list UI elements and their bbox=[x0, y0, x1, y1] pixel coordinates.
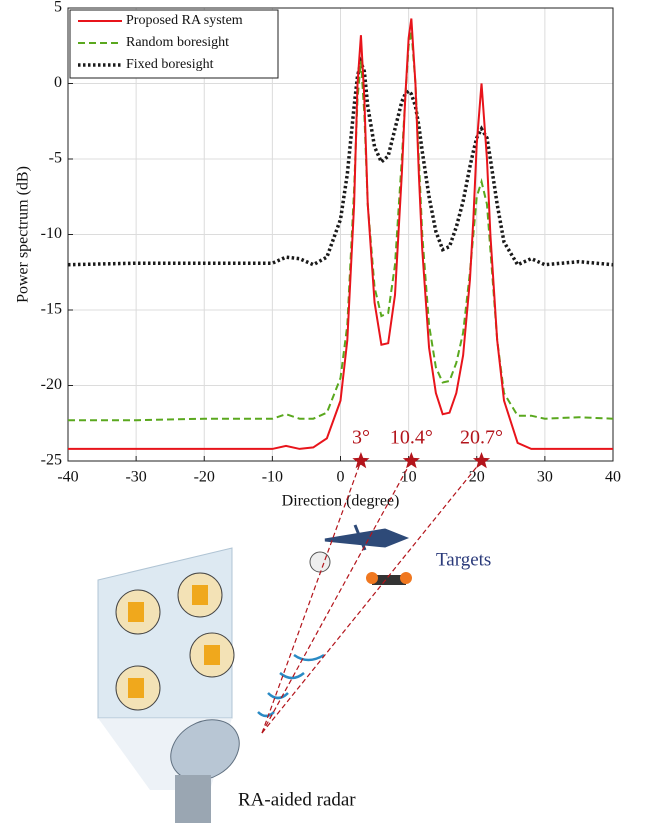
x-tick-label: -20 bbox=[194, 469, 215, 486]
ra-patch bbox=[128, 602, 144, 622]
radar-waves bbox=[257, 653, 325, 718]
drone bbox=[372, 575, 406, 585]
target-star bbox=[472, 452, 491, 469]
x-tick-label: 40 bbox=[605, 469, 621, 486]
y-tick-label: -20 bbox=[41, 376, 62, 393]
x-tick-label: 20 bbox=[469, 469, 485, 486]
y-axis-label: Power spectrum (dB) bbox=[15, 166, 32, 303]
illustration bbox=[97, 524, 412, 823]
x-tick-label: -10 bbox=[262, 469, 283, 486]
x-tick-label: -30 bbox=[125, 469, 146, 486]
y-tick-label: -5 bbox=[49, 150, 62, 167]
target-star bbox=[402, 452, 420, 469]
legend-label: Fixed boresight bbox=[126, 57, 214, 72]
target-label: 3° bbox=[352, 427, 370, 449]
x-axis-label: Direction (degree) bbox=[282, 493, 400, 510]
x-tick-label: -40 bbox=[57, 469, 78, 486]
ra-patch bbox=[128, 678, 144, 698]
radar-dish bbox=[170, 719, 240, 781]
target-label: 20.7° bbox=[460, 427, 503, 449]
target-ray bbox=[261, 460, 482, 734]
ra-patch bbox=[192, 585, 208, 605]
radar-base bbox=[175, 775, 211, 823]
drone bbox=[309, 551, 331, 573]
ra-patch bbox=[204, 645, 220, 665]
target-ray bbox=[261, 460, 362, 734]
target-star bbox=[352, 452, 370, 469]
y-tick-label: 5 bbox=[54, 0, 62, 16]
radar-label: RA-aided radar bbox=[238, 789, 356, 810]
plot-frame bbox=[67, 7, 614, 462]
targets-label: Targets bbox=[436, 549, 491, 570]
target-ray bbox=[261, 460, 412, 734]
y-tick-label: -15 bbox=[41, 301, 62, 318]
legend-label: Proposed RA system bbox=[126, 13, 243, 28]
y-tick-label: -25 bbox=[41, 452, 62, 469]
target-label: 10.4° bbox=[390, 427, 433, 449]
series-line bbox=[68, 18, 613, 450]
series-line bbox=[67, 56, 614, 267]
y-tick-label: -10 bbox=[41, 225, 62, 242]
drone-rotor bbox=[400, 572, 412, 584]
y-tick-label: 0 bbox=[54, 74, 62, 91]
drone-rotor bbox=[366, 572, 378, 584]
x-tick-label: 30 bbox=[537, 469, 553, 486]
x-tick-label: 0 bbox=[337, 469, 345, 486]
airplane bbox=[324, 524, 410, 551]
legend-label: Random boresight bbox=[126, 35, 229, 50]
